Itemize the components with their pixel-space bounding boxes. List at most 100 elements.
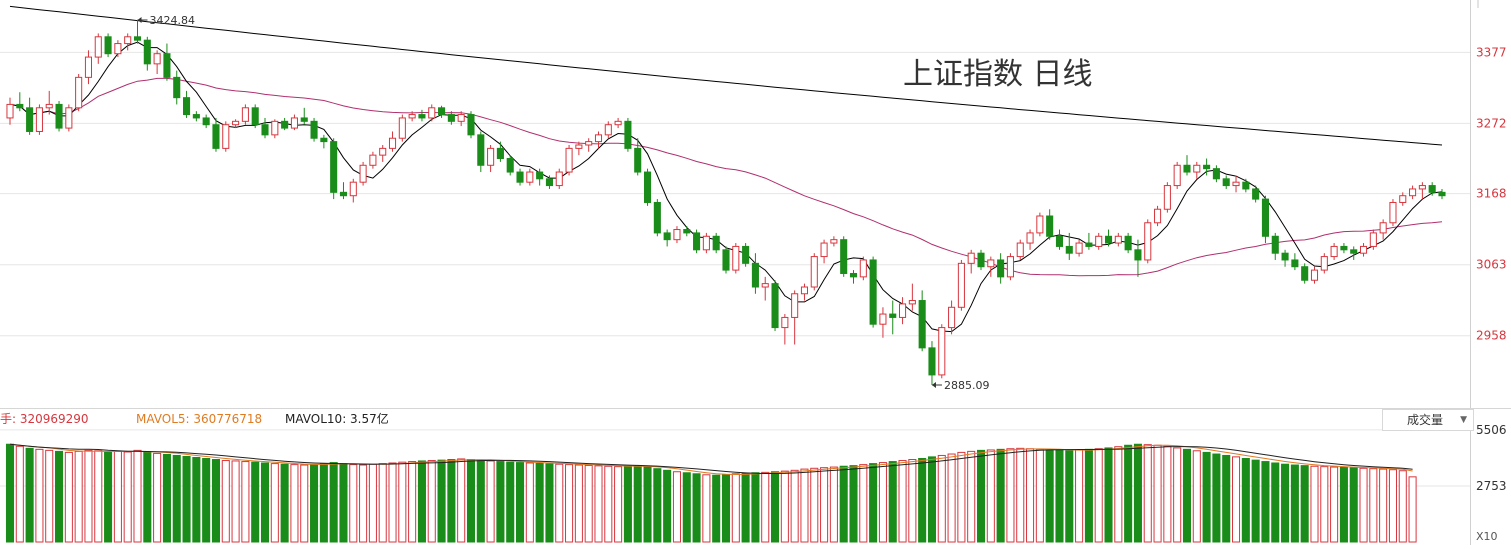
volume-bar bbox=[1388, 469, 1397, 543]
volume-bar bbox=[623, 465, 632, 543]
volume-bar bbox=[751, 472, 760, 543]
candle-body bbox=[124, 36, 132, 45]
candle-body bbox=[1389, 201, 1397, 224]
volume-bar bbox=[417, 460, 426, 543]
candle bbox=[457, 111, 465, 127]
candle bbox=[624, 117, 632, 152]
volume-bar bbox=[565, 464, 574, 543]
volume-bar bbox=[1045, 449, 1054, 543]
volume-bar bbox=[162, 453, 171, 543]
candle bbox=[1193, 161, 1201, 179]
candle-body bbox=[16, 103, 24, 109]
candle bbox=[1124, 232, 1132, 254]
candle bbox=[771, 280, 779, 331]
candle-body bbox=[849, 272, 858, 278]
candle-body bbox=[300, 117, 308, 122]
volume-bar bbox=[633, 465, 642, 543]
volume-bar bbox=[604, 465, 613, 543]
volume-bar bbox=[55, 450, 64, 543]
candle-body bbox=[565, 147, 573, 173]
candle bbox=[1114, 232, 1122, 247]
candle-body bbox=[94, 36, 102, 58]
volume-bar bbox=[1379, 468, 1388, 543]
candle bbox=[938, 324, 946, 379]
candle bbox=[1134, 239, 1142, 277]
volume-bar bbox=[1300, 465, 1309, 543]
volume-bar bbox=[231, 460, 240, 543]
candle bbox=[594, 131, 603, 149]
volume-bar bbox=[721, 474, 731, 543]
candle bbox=[791, 290, 799, 345]
price-tick-label: 3272 bbox=[1476, 116, 1507, 130]
candle-body bbox=[447, 114, 455, 122]
price-tick-label: 3377 bbox=[1476, 45, 1507, 59]
volume-indicator-selector[interactable]: 成交量 ▼ bbox=[1382, 409, 1474, 431]
volume-bar bbox=[927, 456, 937, 543]
candle-body bbox=[526, 171, 534, 183]
candle bbox=[1075, 239, 1083, 257]
candle bbox=[183, 90, 191, 118]
candle bbox=[614, 117, 622, 129]
candle bbox=[1418, 182, 1426, 200]
volume-bar bbox=[1320, 466, 1329, 543]
candle-body bbox=[1006, 256, 1014, 278]
candle bbox=[899, 297, 907, 325]
volume-bar bbox=[614, 466, 623, 543]
candle bbox=[516, 168, 524, 186]
candle bbox=[1065, 232, 1073, 260]
volume-bar bbox=[741, 472, 750, 543]
candle-body bbox=[330, 141, 338, 193]
candle-body bbox=[869, 259, 877, 325]
candle bbox=[379, 144, 387, 162]
candle bbox=[447, 111, 455, 125]
volume-bar bbox=[388, 462, 397, 543]
candle-body bbox=[751, 262, 759, 288]
candle bbox=[1320, 253, 1328, 274]
candle bbox=[859, 256, 867, 281]
candle-body bbox=[183, 97, 191, 116]
candle-body bbox=[585, 141, 593, 146]
candle bbox=[1389, 199, 1397, 227]
candle-body bbox=[859, 259, 867, 278]
candle bbox=[634, 138, 642, 176]
candle-body bbox=[938, 327, 946, 376]
volume-bar bbox=[986, 449, 995, 543]
volume-bar bbox=[172, 454, 181, 543]
candle bbox=[163, 43, 171, 81]
candle bbox=[1350, 246, 1358, 260]
volume-bar bbox=[731, 473, 740, 543]
candle bbox=[800, 283, 809, 301]
candle-body bbox=[408, 114, 416, 119]
volume-bar bbox=[1153, 444, 1162, 543]
volume-tick-label: 2753 bbox=[1476, 479, 1507, 493]
candle bbox=[6, 97, 14, 125]
candle-body bbox=[1104, 235, 1113, 244]
candle-body bbox=[1281, 252, 1289, 261]
candle bbox=[693, 229, 701, 254]
candle bbox=[45, 90, 53, 115]
mavol5-value: MAVOL5: 360776718 bbox=[136, 412, 262, 426]
candle-body bbox=[722, 249, 730, 271]
candle bbox=[369, 151, 377, 169]
volume-bar bbox=[1192, 450, 1201, 543]
candle bbox=[869, 256, 877, 328]
candle bbox=[1154, 205, 1162, 227]
volume-bar bbox=[967, 450, 976, 543]
candle bbox=[1359, 243, 1368, 257]
candle-body bbox=[1173, 164, 1181, 187]
high-annotation: 3424.84 bbox=[150, 14, 196, 27]
candle bbox=[496, 141, 504, 162]
candle-body bbox=[1399, 195, 1407, 203]
candle bbox=[16, 92, 24, 112]
volume-tick-label: 5506 bbox=[1476, 423, 1507, 437]
candle-body bbox=[163, 53, 171, 78]
candle bbox=[1428, 182, 1436, 196]
candle-body bbox=[1212, 168, 1220, 180]
candle bbox=[1183, 155, 1191, 176]
candle bbox=[1173, 161, 1181, 189]
volume-bar bbox=[94, 450, 103, 543]
candle-body bbox=[212, 124, 220, 149]
candle bbox=[1144, 219, 1152, 264]
volume-bar bbox=[143, 451, 152, 543]
volume-bar bbox=[702, 474, 711, 543]
